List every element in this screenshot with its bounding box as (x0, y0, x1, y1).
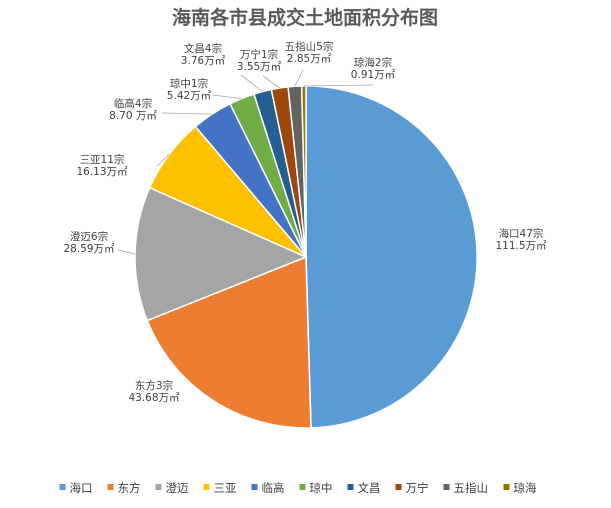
data-label-value: 8.70 万㎡ (109, 110, 157, 122)
data-label-琼中: 琼中1宗 5.42万㎡ (167, 77, 212, 102)
leader-line-三亚 (156, 154, 170, 167)
legend-label: 澄迈 (166, 481, 189, 495)
legend-swatch (347, 484, 354, 490)
data-label-count: 东方3宗 (135, 379, 173, 392)
legend-swatch (59, 484, 66, 490)
legend-swatch (443, 484, 450, 490)
leader-line-临高 (161, 112, 213, 115)
data-label-临高: 临高4宗 8.70 万㎡ (109, 97, 157, 122)
data-label-value: 0.91万㎡ (351, 69, 396, 81)
legend-item-万宁: 万宁 (395, 481, 429, 495)
data-label-海口: 海口47宗 111.5万㎡ (495, 227, 547, 252)
legend-label: 万宁 (406, 481, 429, 495)
leader-lines (117, 69, 374, 255)
legend-item-三亚: 三亚 (203, 481, 237, 495)
data-label-count: 琼中1宗 (170, 77, 208, 90)
data-label-value: 2.85万㎡ (287, 53, 332, 65)
legend-swatch (299, 484, 306, 490)
legend-label: 东方 (118, 481, 141, 495)
data-label-count: 五指山5宗 (285, 40, 334, 53)
legend-swatch (251, 484, 258, 490)
legend-swatch (155, 484, 162, 490)
data-label-澄迈: 澄迈6宗 28.59万㎡ (63, 230, 115, 255)
leader-line-文昌 (240, 74, 263, 92)
data-label-value: 111.5万㎡ (495, 240, 547, 252)
data-label-count: 万宁1宗 (240, 48, 278, 61)
data-label-value: 5.42万㎡ (167, 90, 212, 102)
data-label-东方: 东方3宗 43.68万㎡ (128, 379, 180, 404)
legend-item-澄迈: 澄迈 (155, 481, 189, 495)
legend-item-临高: 临高 (251, 481, 285, 495)
data-label-count: 临高4宗 (114, 97, 152, 110)
legend: 海口 东方 澄迈 三亚 临高 琼中 文昌 万宁 五指山 琼海 (59, 481, 537, 495)
legend-swatch (395, 484, 402, 490)
pie-slice-海口 (305, 85, 478, 429)
leader-line-澄迈 (117, 249, 136, 255)
data-label-三亚: 三亚11宗 16.13万㎡ (76, 153, 128, 178)
legend-item-琼海: 琼海 (503, 481, 537, 495)
legend-item-五指山: 五指山 (443, 481, 489, 495)
data-label-count: 文昌4宗 (184, 42, 222, 55)
legend-label: 三亚 (214, 481, 237, 495)
data-label-count: 三亚11宗 (80, 153, 125, 166)
data-label-value: 28.59万㎡ (63, 243, 115, 255)
legend-item-海口: 海口 (59, 481, 93, 495)
leader-line-琼中 (211, 94, 242, 99)
data-label-count: 海口47宗 (499, 227, 544, 240)
leader-line-五指山 (294, 69, 304, 87)
data-label-文昌: 文昌4宗 3.76万㎡ (181, 42, 226, 67)
legend-label: 文昌 (358, 481, 381, 495)
chart-title: 海南各市县成交土地面积分布图 (172, 6, 438, 29)
legend-item-琼中: 琼中 (299, 481, 333, 495)
pie-slice-东方 (146, 255, 312, 429)
leader-line-琼海 (303, 84, 374, 87)
data-label-count: 琼海2宗 (354, 56, 392, 69)
leader-line-万宁 (262, 75, 280, 89)
legend-swatch (503, 484, 510, 490)
data-label-琼海: 琼海2宗 0.91万㎡ (351, 56, 396, 81)
legend-label: 琼海 (514, 481, 537, 495)
legend-label: 五指山 (454, 481, 489, 495)
legend-item-东方: 东方 (107, 481, 141, 495)
legend-item-文昌: 文昌 (347, 481, 381, 495)
legend-swatch (107, 484, 114, 490)
pie-slices (134, 85, 478, 429)
data-label-value: 3.76万㎡ (181, 55, 226, 67)
data-label-value: 3.55万㎡ (237, 61, 282, 73)
data-label-万宁: 万宁1宗 3.55万㎡ (237, 48, 282, 73)
data-label-value: 16.13万㎡ (76, 166, 128, 178)
data-label-count: 澄迈6宗 (70, 230, 108, 243)
data-label-value: 43.68万㎡ (128, 392, 180, 404)
pie-slice-澄迈 (134, 186, 308, 322)
legend-swatch (203, 484, 210, 490)
data-label-五指山: 五指山5宗 2.85万㎡ (285, 40, 334, 65)
legend-label: 临高 (262, 481, 285, 495)
legend-label: 海口 (70, 481, 93, 495)
legend-label: 琼中 (310, 481, 333, 495)
